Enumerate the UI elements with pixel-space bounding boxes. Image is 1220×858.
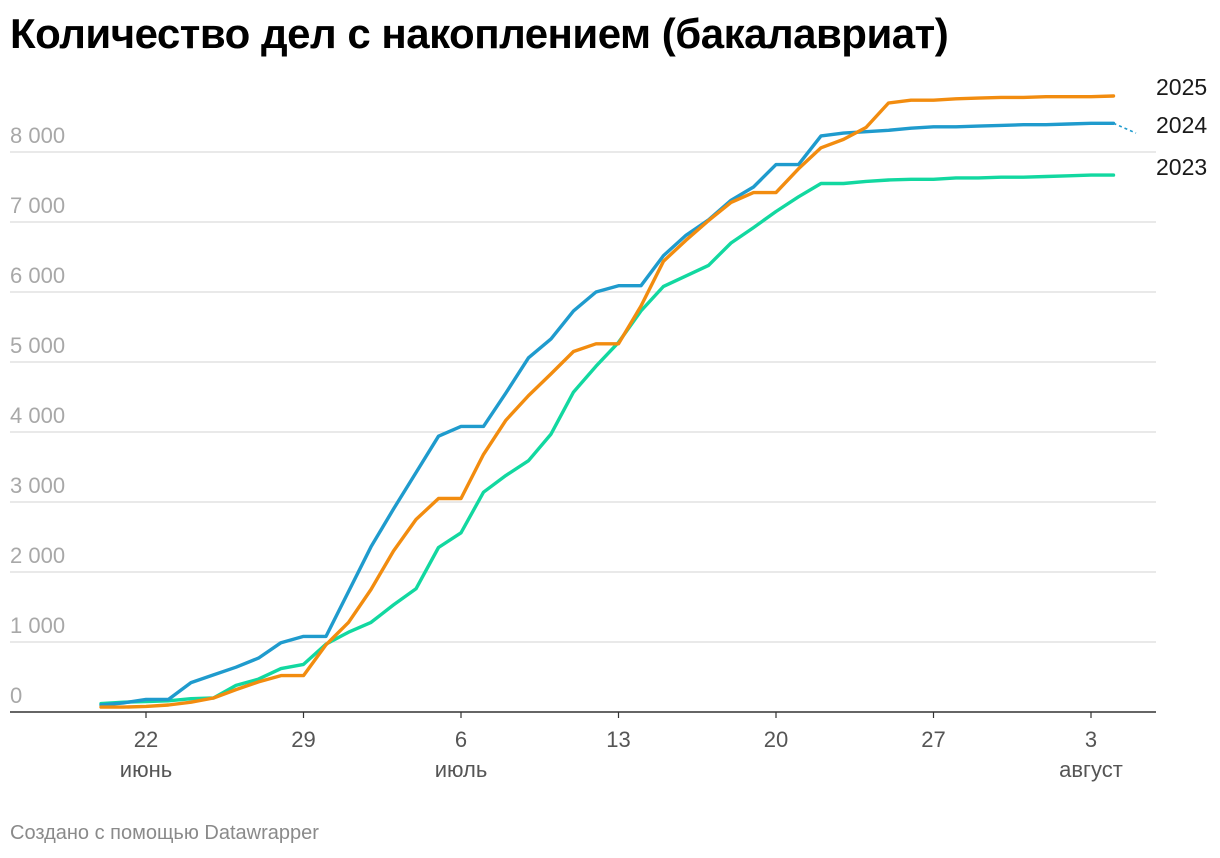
- chart-title: Количество дел с накоплением (бакалавриа…: [10, 10, 949, 57]
- x-tick-month: июнь: [120, 757, 172, 782]
- y-tick-label: 6 000: [10, 263, 65, 288]
- series-line-2024: [99, 121, 1116, 707]
- x-axis-ticks: 22 июнь 29 6 июль 13 20 27 3 август: [120, 712, 1123, 782]
- y-tick-label: 8 000: [10, 123, 65, 148]
- y-tick-label: 3 000: [10, 473, 65, 498]
- series-line-2023: [99, 173, 1116, 706]
- series-label-2024: 2024: [1156, 112, 1207, 138]
- y-axis-ticks: 0 1 000 2 000 3 000 4 000 5 000 6 000 7 000 8 00…: [10, 123, 65, 708]
- x-tick-day: 13: [606, 727, 630, 752]
- x-tick-day: 6: [455, 727, 467, 752]
- x-tick-day: 20: [764, 727, 788, 752]
- gridlines: [10, 151, 1156, 643]
- series-connector-2024: [1113, 122, 1137, 134]
- y-tick-label: 1 000: [10, 613, 65, 638]
- x-tick-month: июль: [435, 757, 488, 782]
- series-line-2025: [99, 94, 1116, 709]
- series-lines: [99, 94, 1137, 709]
- y-tick-label: 2 000: [10, 543, 65, 568]
- y-tick-label: 7 000: [10, 193, 65, 218]
- y-tick-label: 4 000: [10, 403, 65, 428]
- x-tick-day: 22: [134, 727, 158, 752]
- footer-credit: Создано с помощью Datawrapper: [10, 822, 319, 844]
- x-tick-month: август: [1059, 757, 1123, 782]
- series-label-2023: 2023: [1156, 154, 1207, 180]
- y-tick-label: 5 000: [10, 333, 65, 358]
- x-tick-day: 27: [921, 727, 945, 752]
- series-label-2025: 2025: [1156, 74, 1207, 100]
- series-labels: 2023 2024 2025: [1156, 74, 1207, 180]
- x-tick-day: 3: [1085, 727, 1097, 752]
- x-tick-day: 29: [291, 727, 315, 752]
- y-tick-label: 0: [10, 683, 22, 708]
